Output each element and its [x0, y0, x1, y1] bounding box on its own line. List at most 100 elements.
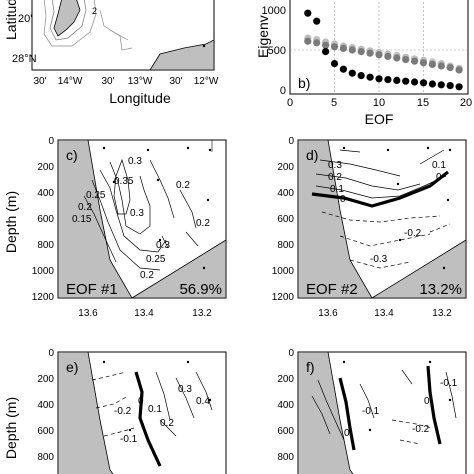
x-tick-label: 13.2: [192, 308, 212, 319]
contours: [155, 371, 213, 437]
lon-tick: 30': [33, 76, 46, 87]
y-tick-label: 500: [268, 45, 286, 57]
y-tick-label: 800: [37, 452, 54, 463]
contour-label: 0: [138, 396, 144, 407]
map-ylabel: Latitude: [3, 0, 19, 40]
contour-label: 0.2: [78, 202, 92, 213]
contour-label: -0.2: [114, 406, 132, 417]
variance-percent: 13.2%: [419, 281, 462, 298]
panel-e: -0.2 -0.1 0 0.1 0.2 0.3 0.4 e) 0 200 400…: [3, 348, 227, 474]
contour-label: 0.2: [196, 218, 210, 229]
y-tick-label: 1200: [32, 292, 55, 303]
y-tick-label: 200: [277, 374, 294, 385]
contour-label: 0.25: [146, 254, 166, 265]
contour-label: 0.25: [86, 190, 106, 201]
data-point: [446, 64, 454, 72]
data-point: [313, 17, 321, 25]
data-point: [357, 48, 365, 56]
y-tick-label: 600: [37, 214, 54, 225]
contour-label: 0: [436, 172, 442, 183]
bathymetry-contour: [99, 9, 133, 51]
dashed-contours: [391, 419, 433, 445]
lon-tick: 30': [101, 76, 114, 87]
data-point: [357, 72, 365, 80]
contour-label: 0.2: [328, 172, 342, 183]
x-axis-label: EOF: [365, 111, 394, 127]
contour-label: -0.2: [412, 424, 430, 435]
contour-labels: 0.3 0.2 0.1 0 0.1 0 -0.2 -0.3: [328, 160, 446, 265]
data-point: [402, 56, 410, 64]
data-point: [419, 59, 428, 67]
y-tick-label: 400: [277, 400, 294, 411]
data-point: [393, 54, 401, 62]
y-axis-label: Eigenv: [255, 15, 271, 58]
y-axis-label: Depth (m): [3, 191, 19, 253]
data-point: [455, 66, 463, 74]
eof-label: EOF #1: [66, 281, 118, 298]
data-point: [428, 80, 436, 88]
y-tick-label: 600: [37, 426, 54, 437]
coast-land: [149, 39, 215, 71]
contour-label: 0.15: [72, 214, 92, 225]
y-tick-label: 800: [277, 240, 294, 251]
y-tick-label: 400: [277, 188, 294, 199]
contour-label: -0.1: [362, 406, 380, 417]
map-xlabel: Longitude: [109, 90, 171, 106]
contours: [311, 369, 457, 441]
x-tick-label: 13.6: [78, 308, 98, 319]
contour-label: 0.1: [148, 404, 162, 415]
y-tick-label: 600: [277, 214, 294, 225]
bathymetry-contour: [43, 0, 97, 47]
dashed-contours: [91, 371, 135, 437]
data-point: [322, 48, 330, 56]
contour-labels: -0.1 0 -0.1 0 -0.2: [344, 378, 458, 439]
y-tick-label: 1000: [262, 5, 286, 17]
contour-label: -0.2: [404, 228, 422, 239]
data-point: [384, 76, 392, 84]
x-tick-label: 13.2: [432, 308, 452, 319]
contour-label: 0.2: [140, 270, 154, 281]
seafloor-shelf: [297, 351, 354, 474]
data-point: [419, 79, 428, 87]
data-point: [411, 78, 419, 86]
panel-label: e): [66, 359, 78, 375]
contour-label: 0: [344, 428, 350, 439]
panel-label: d): [306, 147, 318, 163]
lat-tick: 20': [18, 13, 32, 25]
y-tick-label: 800: [277, 452, 294, 463]
station-dot: [202, 44, 206, 48]
y-axis-label: Depth (m): [3, 397, 19, 459]
seafloor-shelf: [57, 139, 133, 299]
x-tick-label: 13.6: [318, 308, 338, 319]
data-point: [348, 46, 356, 54]
variance-percent: 56.9%: [179, 281, 222, 298]
data-point: [313, 39, 321, 47]
contour-label: 0.1: [330, 184, 344, 195]
data-point: [339, 44, 347, 53]
data-point: [437, 81, 445, 89]
panel-label: b): [298, 75, 310, 91]
data-point: [339, 65, 347, 73]
data-point: [455, 83, 463, 91]
x-tick-label: 0: [287, 97, 293, 109]
data-points: [304, 9, 463, 91]
contour-label: 0.3: [156, 240, 170, 251]
x-tick-label: 5: [331, 97, 337, 109]
map-contour-label: 2: [92, 6, 97, 16]
lat-tick: 28°N: [12, 53, 37, 65]
contour-label: 0.3: [130, 208, 144, 219]
lon-tick: 14°W: [58, 76, 83, 87]
contour-label: 0.2: [176, 180, 190, 191]
y-tick-label: 200: [37, 374, 54, 385]
contour-label: 0.2: [160, 418, 174, 429]
data-point: [411, 57, 419, 65]
data-point: [375, 51, 383, 59]
data-point: [437, 62, 445, 70]
zero-contour: [134, 371, 162, 467]
contour-label: 0.35: [114, 176, 134, 187]
data-point: [428, 60, 436, 68]
contour-labels: 0.35 0.3 0.25 0.2 0.15 0.2 0.3 0.2 0.3 0…: [72, 156, 210, 281]
seafloor-shelf: [57, 351, 114, 474]
lon-tick: 12°W: [194, 76, 219, 87]
